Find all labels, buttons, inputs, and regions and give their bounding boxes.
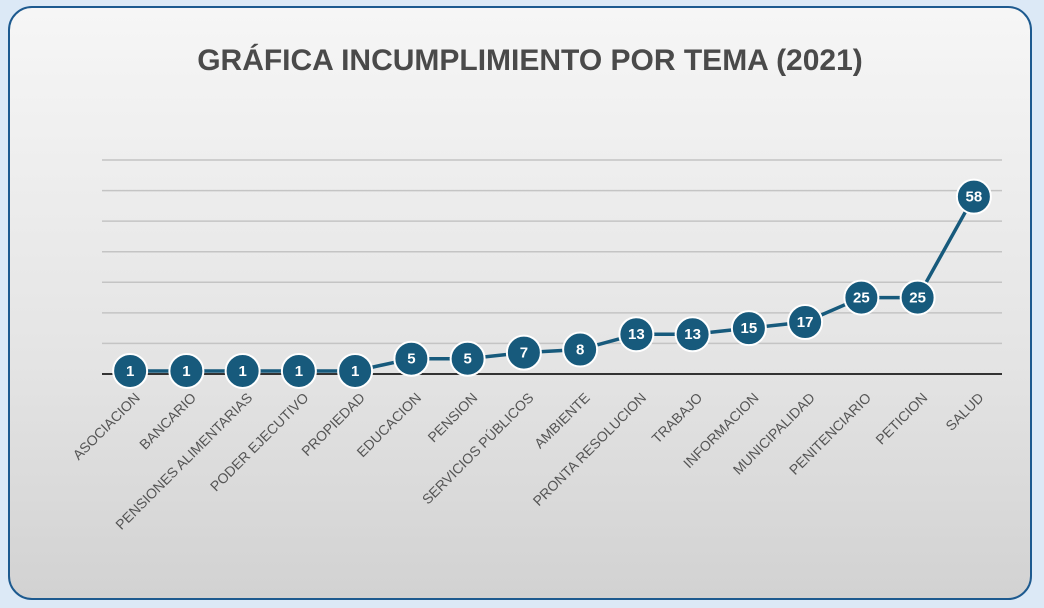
- data-point: [618, 316, 655, 353]
- x-tick-label: PETICION: [872, 389, 930, 447]
- x-tick-label: PODER EJECUTIVO: [207, 389, 312, 494]
- data-point: [168, 352, 205, 389]
- data-point: [280, 352, 317, 389]
- x-tick-label: PRONTA RESOLUCION: [530, 389, 650, 509]
- data-point: [505, 334, 542, 371]
- data-label: 1: [238, 363, 246, 380]
- data-point: [787, 304, 824, 341]
- data-label: 1: [351, 363, 359, 380]
- data-label: 1: [182, 363, 190, 380]
- data-point: [224, 352, 261, 389]
- data-label: 15: [741, 320, 758, 337]
- data-label: 1: [295, 363, 303, 380]
- data-point: [337, 352, 374, 389]
- data-label: 25: [853, 290, 870, 307]
- chart-title: GRÁFICA INCUMPLIMIENTO POR TEMA (2021): [197, 44, 863, 77]
- data-point: [449, 340, 486, 377]
- x-tick-label: SALUD: [942, 389, 986, 433]
- x-tick-label: AMBIENTE: [531, 389, 593, 451]
- data-label: 17: [797, 314, 814, 331]
- data-label: 58: [966, 189, 983, 206]
- data-point: [955, 178, 992, 215]
- data-point: [674, 316, 711, 353]
- data-label: 5: [407, 351, 415, 368]
- data-line: [130, 195, 976, 373]
- data-point: [562, 331, 599, 368]
- x-tick-label: TRABAJO: [648, 389, 705, 446]
- data-label: 13: [628, 326, 645, 343]
- data-label: 1: [126, 363, 134, 380]
- x-tick-label: SERVICIOS PÚBLICOS: [419, 389, 537, 507]
- x-tick-label: ASOCIACION: [69, 389, 142, 462]
- data-point: [393, 340, 430, 377]
- data-point: [730, 310, 767, 347]
- data-label: 8: [576, 342, 584, 359]
- chart-card: GRÁFICA INCUMPLIMIENTO POR TEMA (2021) A…: [8, 6, 1032, 600]
- data-label: 25: [909, 290, 926, 307]
- data-point: [112, 352, 149, 389]
- data-label: 7: [520, 345, 528, 362]
- data-label: 5: [463, 351, 471, 368]
- data-label: 13: [684, 326, 701, 343]
- data-point: [843, 279, 880, 316]
- x-tick-label: PENSION: [424, 389, 480, 445]
- data-point: [899, 279, 936, 316]
